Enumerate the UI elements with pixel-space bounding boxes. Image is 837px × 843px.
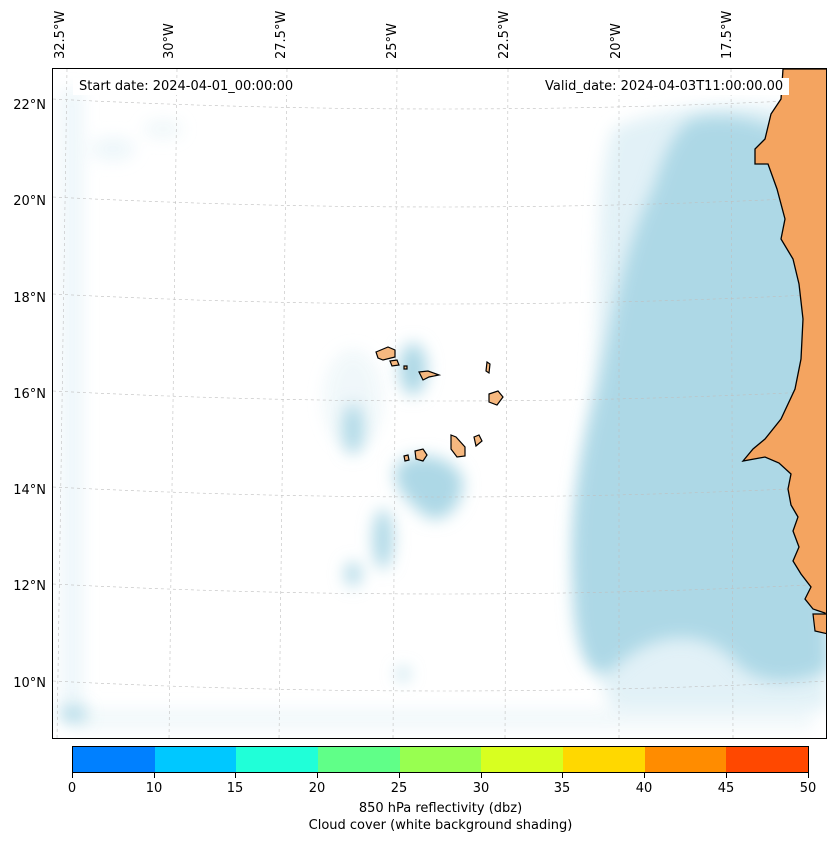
- lat-label-14n: 14°N: [13, 483, 46, 498]
- lat-label-16n: 16°N: [13, 387, 46, 402]
- graticule: [53, 69, 826, 738]
- africa-coast-south: [812, 613, 826, 635]
- lat-label-12n: 12°N: [13, 579, 46, 594]
- colorbar-segment-35-40: [563, 747, 645, 772]
- cape-verde-islands: [375, 346, 504, 462]
- colorbar-tick-label: 20: [308, 781, 326, 796]
- lon-label-27-5w: 27.5°W: [274, 10, 289, 59]
- island-fogo: [414, 448, 428, 462]
- island-santo-antao: [375, 346, 396, 361]
- colorbar-tick-label: 15: [226, 781, 244, 796]
- colorbar-tick-label: 25: [390, 781, 408, 796]
- lon-label-17-5w: 17.5°W: [720, 10, 735, 59]
- lat-label-22n: 22°N: [13, 98, 46, 113]
- island-sao-nicolau: [418, 370, 442, 381]
- colorbar-segment-45-50: [726, 747, 809, 772]
- cloud-cover-main: [59, 116, 826, 722]
- colorbar-sublabel: Cloud cover (white background shading): [308, 818, 573, 833]
- island-boa-vista: [488, 390, 504, 406]
- valid-date-label: Valid_date: 2024-04-03T11:00:00.00: [539, 78, 790, 95]
- lon-label-25w: 25°W: [385, 23, 400, 59]
- colorbar-tick-label: 30: [472, 781, 490, 796]
- island-sao-vicente: [389, 359, 400, 367]
- colorbar-segment-30-35: [481, 747, 564, 772]
- colorbar-segment-15-20: [236, 747, 319, 772]
- colorbar-tick-label: 50: [799, 781, 817, 796]
- colorbar-segment-0-10: [73, 747, 155, 772]
- island-sal: [485, 360, 491, 375]
- colorbar-segment-10-15: [154, 747, 237, 772]
- colorbar-tick-label: 10: [145, 781, 163, 796]
- lon-label-32-5w: 32.5°W: [53, 10, 68, 59]
- colorbar-segment-40-45: [644, 747, 727, 772]
- island-maio: [473, 434, 483, 448]
- lat-label-18n: 18°N: [13, 291, 46, 306]
- colorbar-tick-label: 40: [635, 781, 653, 796]
- map-canvas: [53, 69, 826, 738]
- colorbar-tick-label: 35: [553, 781, 571, 796]
- island-brava: [403, 454, 410, 462]
- lon-label-22-5w: 22.5°W: [497, 10, 512, 59]
- lat-label-10n: 10°N: [13, 676, 46, 691]
- colorbar-tick-label: 45: [717, 781, 735, 796]
- lon-label-20w: 20°W: [609, 23, 624, 59]
- lat-label-20n: 20°N: [13, 194, 46, 209]
- colorbar-tick-label: 0: [67, 781, 77, 796]
- lon-label-30w: 30°W: [162, 23, 177, 59]
- island-santiago: [450, 434, 466, 458]
- africa-landmass: [741, 69, 826, 629]
- colorbar-segment-25-30: [399, 747, 482, 772]
- island-santa-luzia: [403, 365, 408, 370]
- colorbar-label: 850 hPa reflectivity (dbz): [358, 801, 523, 816]
- map-frame[interactable]: Start date: 2024-04-01_00:00:00 Valid_da…: [52, 68, 827, 739]
- reflectivity-colorbar: [72, 746, 809, 773]
- colorbar-segment-20-25: [318, 747, 400, 772]
- start-date-label: Start date: 2024-04-01_00:00:00: [73, 78, 300, 95]
